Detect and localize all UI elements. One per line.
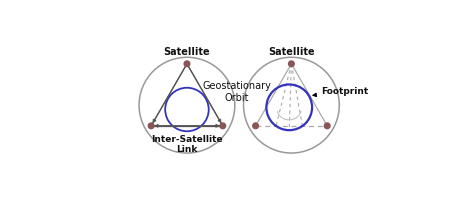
Circle shape — [148, 123, 154, 129]
Circle shape — [324, 123, 330, 129]
Circle shape — [184, 61, 190, 67]
Text: Geostationary
Orbit: Geostationary Orbit — [202, 81, 272, 103]
Text: Inter-Satellite
Link: Inter-Satellite Link — [151, 134, 223, 154]
Circle shape — [253, 123, 258, 129]
Text: Footprint: Footprint — [313, 87, 368, 97]
Text: Satellite: Satellite — [268, 47, 315, 57]
Circle shape — [289, 61, 294, 67]
Text: Satellite: Satellite — [164, 47, 210, 57]
Circle shape — [220, 123, 226, 129]
